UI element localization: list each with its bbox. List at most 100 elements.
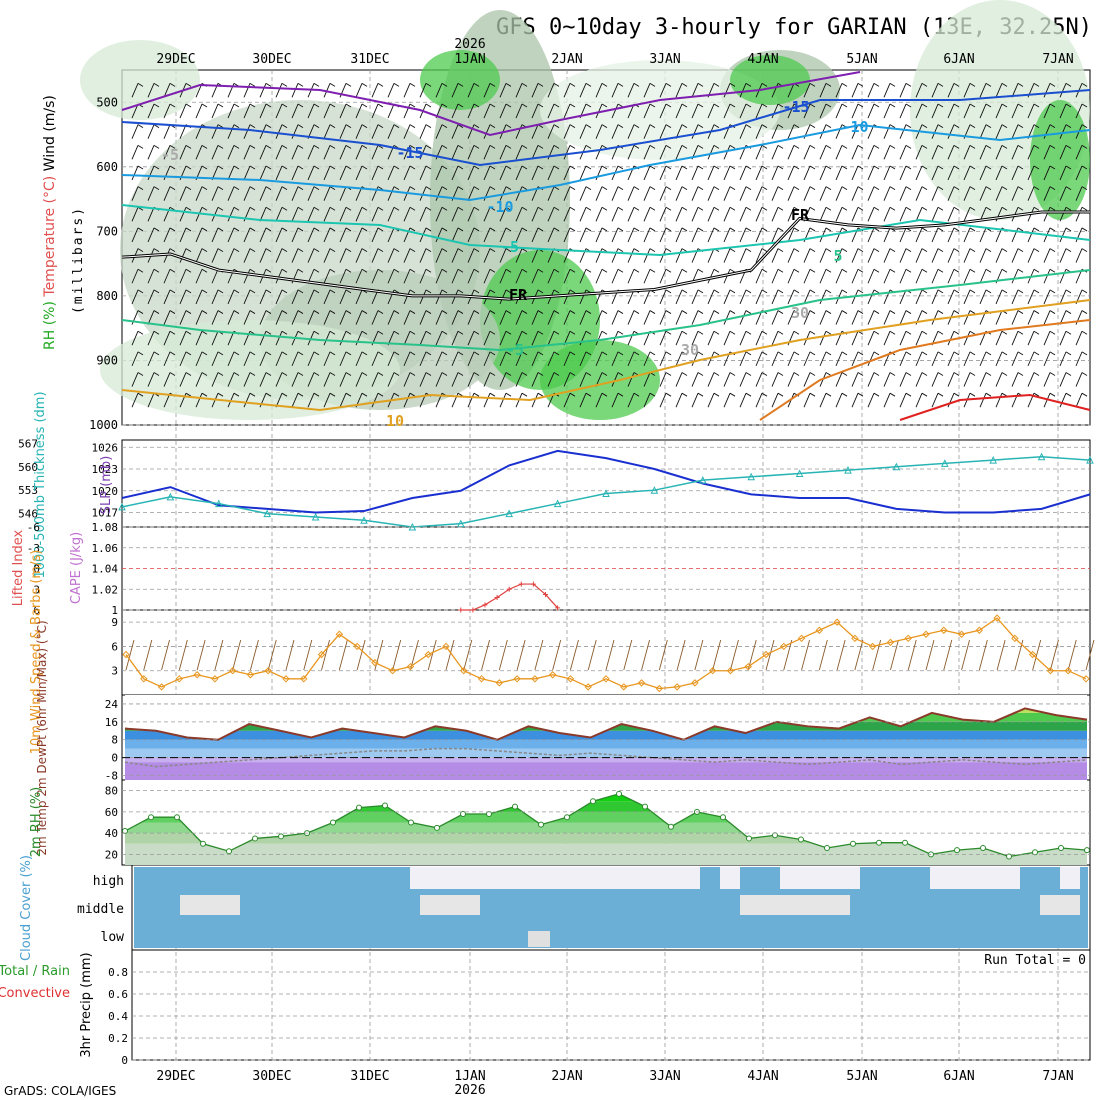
- barb-flag: [889, 206, 896, 211]
- barb-staff: [771, 269, 779, 284]
- wind-barb: [323, 144, 336, 160]
- wind-barb: [467, 103, 480, 119]
- barb-flag: [761, 227, 768, 232]
- wind-barb: [723, 330, 736, 346]
- wind-barb: [563, 82, 576, 98]
- wind-barb: [899, 248, 912, 263]
- barb-flag: [1081, 227, 1088, 232]
- barb-flag: [297, 330, 304, 335]
- wind-barb: [563, 227, 576, 243]
- wind-barb: [851, 82, 864, 98]
- temp-lbl-g: 2m Temp 2m DewPt (6hr Min/Max) (°C): [35, 620, 49, 855]
- temp-line: [124, 707, 1088, 741]
- upper-ylabel-group: (millibars): [71, 206, 86, 314]
- panel-frame: [131, 949, 1091, 1061]
- barb-staff: [707, 145, 715, 160]
- barb-flag: [921, 186, 928, 191]
- wind-barb: [691, 165, 704, 181]
- wind-barb: [659, 310, 672, 325]
- barb-staff: [227, 186, 235, 201]
- barb-flag: [985, 124, 992, 129]
- barb-flag: [953, 186, 960, 191]
- barb-staff: [195, 351, 203, 367]
- wind-barb: [675, 310, 688, 325]
- barb-flag: [441, 124, 448, 129]
- barb-flag: [729, 310, 736, 314]
- barb-flag: [137, 165, 144, 170]
- barb-staff: [963, 289, 971, 305]
- wind-barb: [675, 351, 688, 367]
- wind-barb: [787, 351, 800, 367]
- wind-barb: [419, 330, 432, 346]
- barb-staff: [803, 393, 811, 408]
- wind-barb: [179, 144, 192, 160]
- barb-flag: [361, 124, 368, 129]
- wind-barb: [595, 144, 608, 160]
- barb-flag: [665, 248, 672, 252]
- barb-flag: [169, 165, 176, 170]
- barb-staff: [1027, 165, 1035, 181]
- wind-barb: [419, 248, 432, 263]
- wind-barb: [963, 372, 976, 387]
- thickness-marker: [505, 509, 514, 518]
- barb-flag: [889, 310, 896, 314]
- barb-staff: [579, 351, 587, 367]
- barb-flag: [1001, 351, 1008, 356]
- wind-barb: [883, 392, 896, 408]
- wind-barb: [467, 248, 480, 263]
- barb-staff: [531, 310, 539, 325]
- barb-flag: [441, 289, 448, 294]
- barb-staff: [451, 83, 459, 98]
- wind-barb: [516, 639, 526, 671]
- barb-staff: [531, 269, 539, 284]
- barb-staff: [1011, 227, 1019, 243]
- wind-barb: [285, 639, 295, 671]
- barb-staff: [611, 393, 619, 408]
- barb-flag: [649, 351, 656, 356]
- wind-barb: [1032, 639, 1042, 671]
- barb-flag: [825, 310, 832, 314]
- barb-staff: [835, 372, 843, 387]
- barb-staff: [1059, 186, 1067, 201]
- wind-barb: [755, 206, 768, 222]
- contour-label: FR: [509, 286, 528, 304]
- isotherm-line: [121, 299, 1091, 412]
- wind-barb: [259, 103, 272, 119]
- barb-staff: [243, 372, 251, 387]
- barb-flag: [153, 268, 160, 273]
- barb-flag: [857, 392, 864, 397]
- wind-barb: [339, 351, 352, 367]
- barb-flag: [729, 392, 736, 397]
- barb-flag: [153, 248, 160, 252]
- barb-staff: [483, 372, 491, 387]
- rh-marker: [408, 819, 414, 826]
- barb-flag: [841, 227, 848, 232]
- barb-flag: [233, 144, 240, 149]
- barb-flag: [233, 392, 240, 397]
- barb-staff: [467, 351, 475, 367]
- barb-staff: [531, 331, 539, 346]
- barb-flag: [169, 227, 176, 232]
- barb-staff: [179, 124, 187, 139]
- barb-staff: [1043, 310, 1051, 325]
- barb-staff: [595, 248, 603, 263]
- wind-barb: [707, 227, 720, 243]
- wind-barb: [765, 639, 775, 671]
- barb-flag: [425, 103, 432, 108]
- slp-tick-label: 1020: [92, 485, 119, 498]
- wind-barb: [899, 392, 912, 408]
- wind-barb: [323, 186, 336, 201]
- wind-barb: [323, 351, 336, 367]
- barb-staff: [947, 227, 955, 243]
- barb-flag: [713, 268, 720, 273]
- barb-flag: [809, 330, 816, 335]
- barb-flag: [1001, 372, 1008, 376]
- barb-flag: [697, 227, 704, 232]
- barb-staff: [515, 207, 523, 222]
- barb-staff: [339, 103, 347, 119]
- wind-barb: [531, 372, 544, 387]
- cape-marker: [530, 581, 536, 587]
- barb-flag: [1017, 310, 1024, 314]
- barb-staff: [819, 351, 827, 367]
- barb-staff: [611, 83, 619, 98]
